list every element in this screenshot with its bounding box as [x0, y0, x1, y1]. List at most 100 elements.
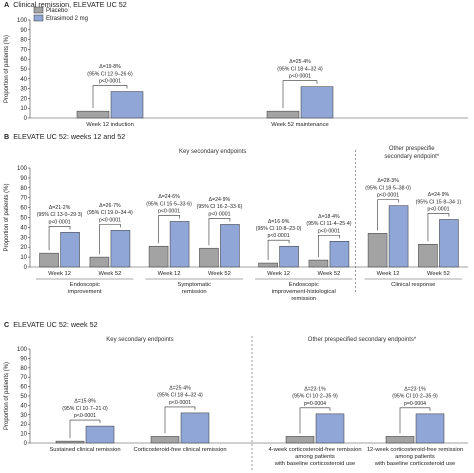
bar-etrasimod	[439, 219, 459, 268]
annotation-line: (95% CI 18·4–32·4)	[277, 66, 323, 72]
annotation-line: Δ=25·4%	[289, 59, 311, 65]
group-label: improvement-histological	[272, 289, 336, 295]
annotation-line: (95% CI 10·2–35·9)	[292, 394, 338, 400]
bar-etrasimod	[60, 232, 80, 268]
annotation-line: p<0·0001	[318, 228, 340, 234]
y-tick-label: 50	[20, 67, 27, 73]
annotation-line: p<0·0001	[158, 208, 180, 214]
y-tick-label: 100	[17, 166, 28, 172]
y-tick-label: 70	[20, 196, 27, 202]
annotation-line: p<0·0001	[289, 74, 311, 80]
x-tick-label: Week 52 maintenance	[271, 122, 329, 128]
section-label: Other prespecifie	[389, 146, 435, 152]
y-tick-label: 60	[20, 57, 27, 63]
annotation-line: (95% CI 10·8–23·0)	[256, 226, 302, 232]
y-tick-label: 10	[20, 106, 27, 112]
bar-placebo	[266, 110, 300, 119]
bar-etrasimod	[85, 425, 115, 444]
annotation-line: Δ=16·9%	[268, 219, 290, 225]
y-tick-label: 100	[17, 18, 28, 24]
bar-placebo	[55, 440, 85, 444]
bar-placebo	[150, 436, 180, 444]
significance-bracket	[399, 407, 431, 434]
y-tick-label: 40	[20, 77, 27, 83]
annotation-line: (95% CI 15·5–33·6)	[146, 201, 192, 207]
bar-placebo	[418, 243, 438, 268]
y-tick-label: 90	[20, 356, 27, 362]
annotation-line: p=0·0004	[304, 401, 326, 407]
group-label: Symptomatic	[177, 282, 211, 288]
section-label: Other prespecified secondary endpoints*	[308, 337, 417, 343]
annotation-line: p<0·0001	[427, 206, 449, 212]
panel-title-b: B ELEVATE UC 52: weeks 12 and 52	[4, 132, 125, 141]
y-axis-label: Proportion of patients (%)	[4, 362, 10, 430]
annotation-line: (95% CI 18·5–38·0)	[365, 185, 411, 191]
legend-swatch	[33, 6, 44, 14]
annotation-line: Δ=21·2%	[49, 205, 71, 211]
y-tick-label: 70	[20, 375, 27, 381]
bar-etrasimod	[415, 413, 445, 444]
group-label: improvement	[68, 289, 102, 295]
x-tick-label: with baseline corticosteroid use	[374, 461, 456, 467]
section-label: Key secondary endpoints	[179, 149, 246, 155]
bar-etrasimod	[110, 230, 131, 268]
y-tick-label: 0	[24, 265, 28, 271]
annotation-line: Δ=23·1%	[404, 386, 426, 392]
x-tick-label: Corticosteroid-free clinical remission	[133, 447, 226, 453]
y-tick-label: 20	[20, 245, 27, 251]
significance-bracket	[69, 419, 101, 439]
significance-bracket	[99, 224, 121, 255]
significance-bracket	[208, 218, 231, 246]
bars-c: p<0·0001(95% CI 10·7–21·0)Δ=15·8% p<0·000…	[55, 386, 445, 444]
annotation-line: (95% CI 13·0–29·3)	[37, 212, 83, 218]
y-tick-label: 10	[20, 432, 27, 438]
x-tick-label: Week 12 induction	[86, 122, 134, 128]
annotation-line: p<0·0001	[99, 217, 121, 223]
bar-placebo	[385, 436, 415, 444]
annotation-line: (95% CI 12·9–26·6)	[87, 71, 133, 77]
significance-bracket	[377, 199, 399, 231]
y-tick-label: 20	[20, 422, 27, 428]
x-tick-label: Week 12	[267, 271, 290, 277]
bar-etrasimod	[169, 221, 190, 268]
y-tick-label: 40	[20, 225, 27, 231]
x-tick-label: Week 52	[208, 271, 231, 277]
bars-a: p<0·0001 (95% CI 12·9–26·6)Δ=19·8% p<0·000…	[76, 59, 334, 119]
bar-placebo	[89, 256, 110, 268]
annotation-line: Δ=24·6%	[158, 194, 180, 200]
bar-placebo	[285, 436, 315, 444]
bar-etrasimod	[279, 245, 299, 268]
y-tick-label: 30	[20, 413, 27, 419]
bar-placebo	[258, 262, 278, 268]
panel-letter: C	[4, 320, 9, 329]
x-tick-label: Week 12	[158, 271, 181, 277]
x-labels-c: Sustained clinical remission Corticostero…	[49, 447, 463, 467]
y-tick-label: 10	[20, 255, 27, 261]
bar-etrasimod	[315, 413, 345, 444]
section-label: secondary endpoint*	[384, 154, 439, 160]
y-tick-label: 40	[20, 403, 27, 409]
bars-b: p<0·0001 (95% CI 13·0–29·3)Δ=21·2% p<0·000…	[37, 178, 461, 268]
y-tick-label: 0	[24, 116, 28, 122]
section-label: Key secondary endpoints	[106, 337, 173, 343]
x-tick-label: Week 52	[99, 271, 122, 277]
y-tick-label: 20	[20, 96, 27, 102]
panel-letter: A	[4, 0, 9, 9]
bar-etrasimod	[329, 241, 350, 268]
significance-bracket	[318, 234, 340, 258]
annotation-line: (95% CI 11·4–25·4)	[306, 221, 351, 227]
x-tick-label: among patients	[395, 454, 435, 460]
axes-a: 0 10 20 30 40 50 60 70 80 90 100 Proportion of pati…	[4, 18, 468, 122]
y-tick-label: 90	[20, 176, 27, 182]
annotation-line: Δ=24·9%	[428, 192, 450, 198]
legend: Placebo Etrasimod 2 mg	[33, 6, 88, 22]
annotation-line: (95% CI 10·2–35·9)	[392, 394, 438, 400]
bar-etrasimod	[388, 205, 409, 268]
x-tick-label: Sustained clinical remission	[49, 447, 120, 453]
annotation-line: Δ=25·4%	[169, 386, 191, 392]
annotation-line: p<0·0001	[377, 193, 399, 199]
annotation-line: (95% CI 19·0–34·4)	[87, 210, 133, 216]
bar-etrasimod	[110, 91, 144, 119]
group-label: remission	[182, 289, 207, 295]
